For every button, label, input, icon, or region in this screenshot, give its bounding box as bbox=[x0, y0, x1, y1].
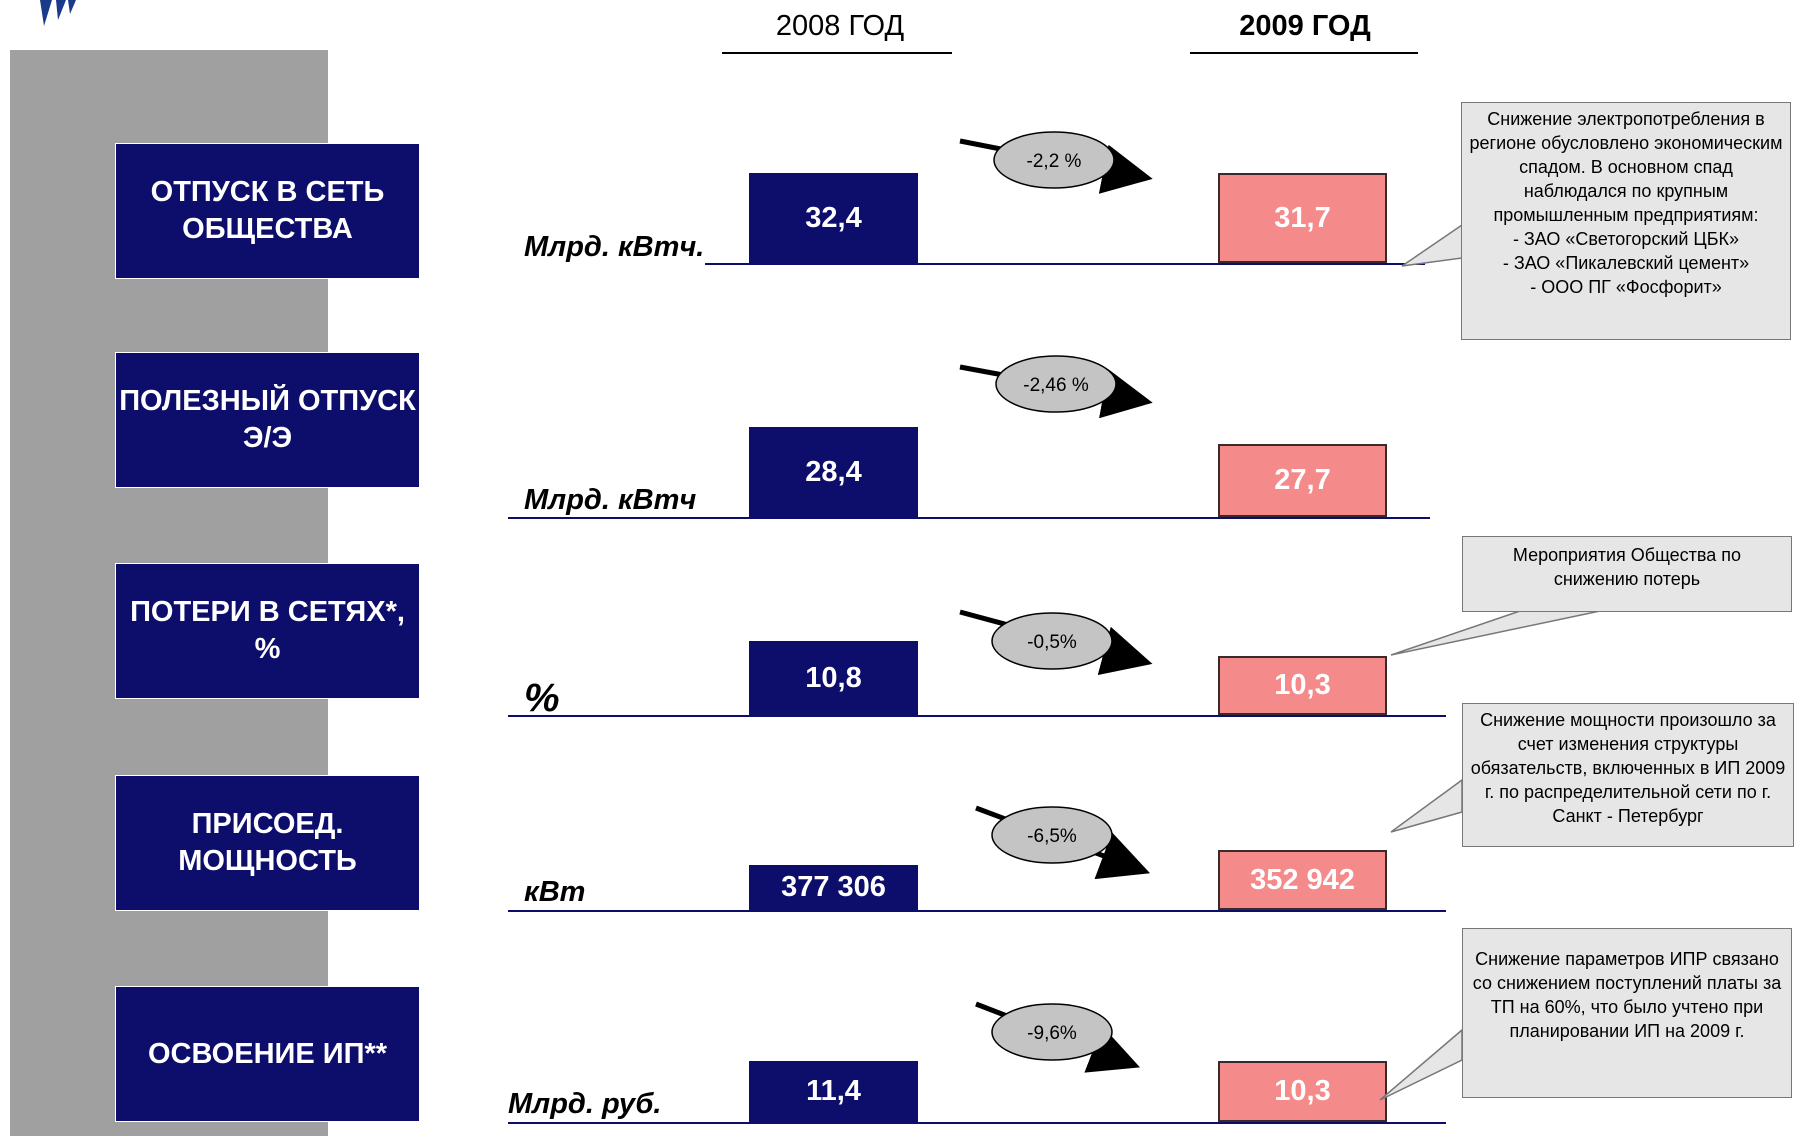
bar-2008: 32,4 bbox=[749, 173, 918, 263]
row-baseline bbox=[705, 263, 1425, 265]
year-2009-header: 2009 ГОД bbox=[1239, 10, 1371, 42]
callout-box: Снижение мощности произошло за счет изме… bbox=[1462, 703, 1794, 847]
change-arrow: -0,5% bbox=[959, 609, 1153, 676]
unit-label: Млрд. кВтч. bbox=[524, 231, 705, 263]
callout-box: Снижение параметров ИПР связано со сниже… bbox=[1462, 928, 1792, 1098]
change-arrow: -6,5% bbox=[975, 805, 1151, 880]
callout-1-pointer bbox=[1401, 223, 1463, 267]
bar-2008: 11,4 bbox=[749, 1061, 918, 1122]
row-label-prisoed-moshchnost: ПРИСОЕД. МОЩНОСТЬ bbox=[115, 775, 420, 911]
row-baseline bbox=[508, 517, 1430, 519]
logo-icon bbox=[40, 0, 76, 26]
bar-2008: 10,8 bbox=[749, 641, 918, 715]
callout-4-pointer bbox=[1379, 1028, 1463, 1101]
change-arrow: -9,6% bbox=[975, 1001, 1140, 1073]
bar-2008: 28,4 bbox=[749, 427, 918, 517]
year-2009-underline bbox=[1190, 52, 1418, 54]
callout-3-pointer bbox=[1390, 778, 1463, 833]
bar-2008: 377 306 bbox=[749, 865, 918, 910]
bar-2009: 10,3 bbox=[1218, 656, 1387, 715]
row-label-poteri: ПОТЕРИ В СЕТЯХ*, % bbox=[115, 563, 420, 699]
unit-label: Млрд. кВтч bbox=[524, 484, 697, 516]
row-label-otpusk-v-set: ОТПУСК В СЕТЬ ОБЩЕСТВА bbox=[115, 143, 420, 279]
unit-label: % bbox=[524, 676, 560, 720]
callout-text: Снижение мощности произошло за счет изме… bbox=[1470, 710, 1786, 826]
change-label: -2,2 % bbox=[1027, 151, 1082, 172]
change-label: -9,6% bbox=[1027, 1023, 1077, 1044]
callout-box: Мероприятия Общества по снижению потерь bbox=[1462, 536, 1792, 612]
change-label: -2,46 % bbox=[1023, 375, 1089, 396]
bar-2009: 27,7 bbox=[1218, 444, 1387, 517]
bar-2009: 352 942 bbox=[1218, 850, 1387, 910]
change-arrow: -2,46 % bbox=[959, 355, 1153, 419]
callout-text: Мероприятия Общества по снижению потерь bbox=[1512, 545, 1742, 589]
row-baseline bbox=[508, 715, 1446, 717]
row-baseline bbox=[508, 910, 1446, 912]
year-2008-header: 2008 ГОД bbox=[775, 10, 905, 42]
change-arrow: -2,2 % bbox=[959, 131, 1153, 194]
row-label-osvoenie-ip: ОСВОЕНИЕ ИП** bbox=[115, 986, 420, 1122]
callout-box: Снижение электропотребления в регионе об… bbox=[1461, 102, 1791, 340]
callout-text: Снижение параметров ИПР связано со сниже… bbox=[1472, 949, 1782, 1041]
row-baseline bbox=[508, 1122, 1446, 1124]
year-2008-underline bbox=[722, 52, 952, 54]
callout-text: Снижение электропотребления в регионе об… bbox=[1469, 109, 1783, 297]
row-label-polezny-otpusk: ПОЛЕЗНЫЙ ОТПУСК Э/Э bbox=[115, 352, 420, 488]
unit-label: кВт bbox=[524, 876, 586, 908]
bar-2009: 10,3 bbox=[1218, 1061, 1387, 1122]
callout-2-pointer bbox=[1390, 610, 1601, 656]
change-label: -0,5% bbox=[1027, 632, 1077, 653]
bar-2009: 31,7 bbox=[1218, 173, 1387, 263]
unit-label: Млрд. руб. bbox=[508, 1088, 662, 1120]
change-label: -6,5% bbox=[1027, 826, 1077, 847]
